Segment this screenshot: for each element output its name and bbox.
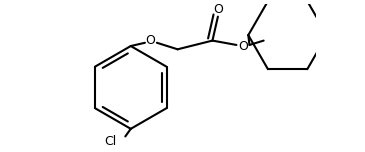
Text: O: O bbox=[238, 40, 248, 53]
Text: O: O bbox=[213, 2, 223, 16]
Text: Cl: Cl bbox=[104, 135, 116, 148]
Text: O: O bbox=[145, 34, 155, 47]
